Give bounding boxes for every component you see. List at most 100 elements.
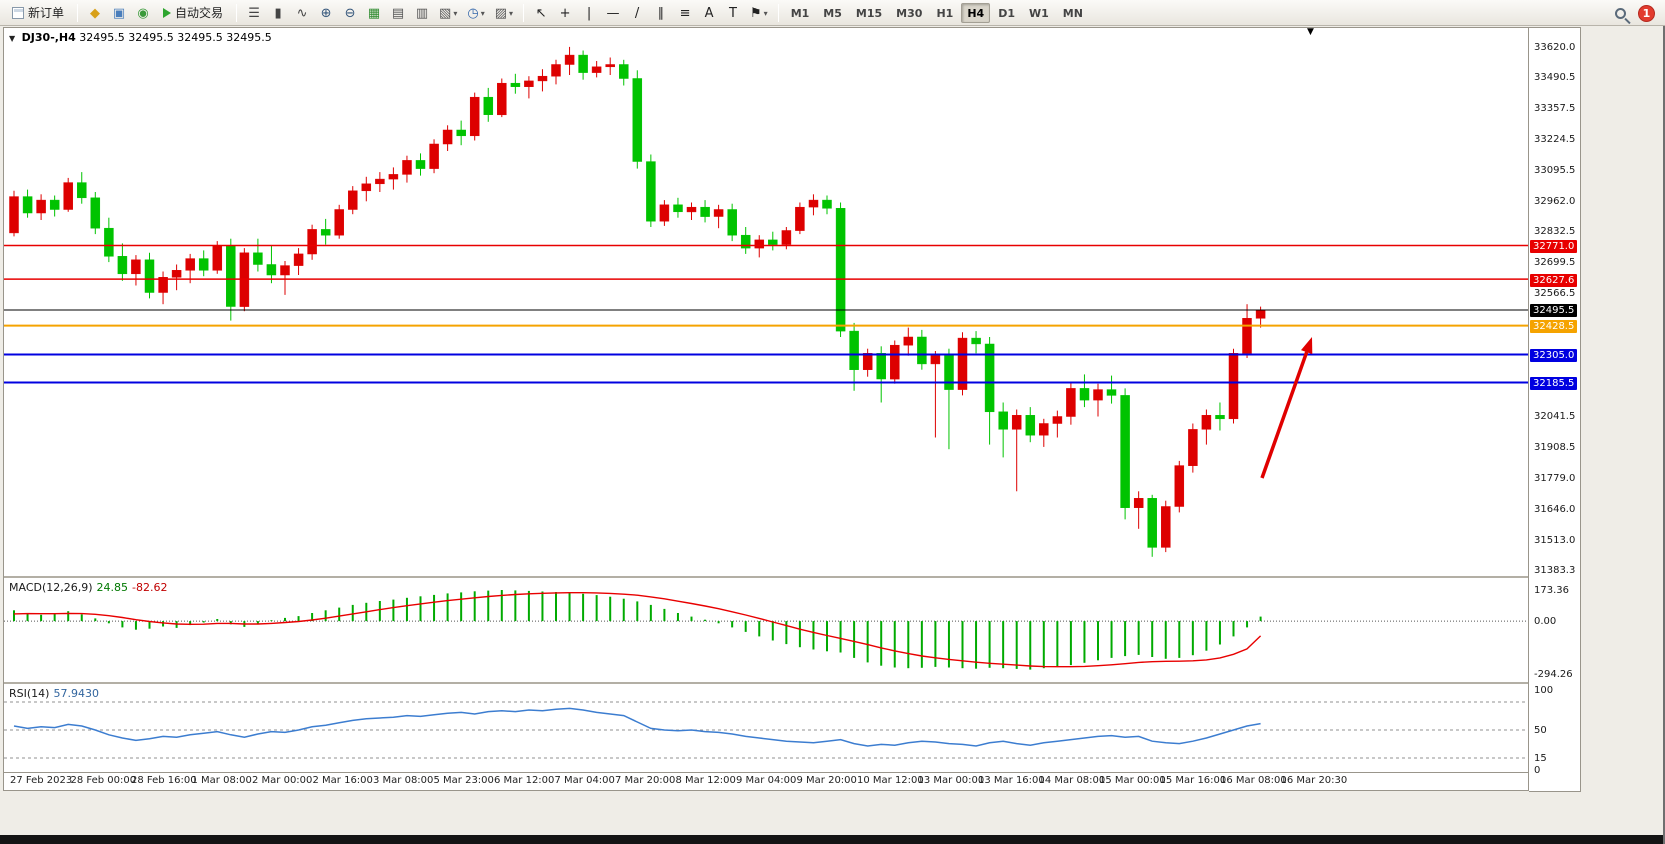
cursor-icon: ↖ <box>535 5 547 21</box>
period-clock-button[interactable]: ◷ ▾ <box>463 3 488 24</box>
macd-axis-label: 173.36 <box>1534 584 1569 596</box>
zoom-in-button[interactable]: ⊕ <box>315 3 337 24</box>
template-button[interactable]: ▨ ▾ <box>491 3 517 24</box>
tile-windows-button[interactable]: ▦ <box>363 3 385 24</box>
timeframe-button-h1[interactable]: H1 <box>930 3 959 23</box>
timeframe-button-w1[interactable]: W1 <box>1023 3 1055 23</box>
dropdown-arrow-icon: ▾ <box>453 8 458 18</box>
data-window-icon: ▣ <box>112 5 126 21</box>
rsi-panel[interactable]: RSI(14) 57.9430 <box>4 682 1528 772</box>
timeframe-button-m1[interactable]: M1 <box>785 3 816 23</box>
timeframe-button-mn[interactable]: MN <box>1057 3 1089 23</box>
horizontal-line-button[interactable]: — <box>602 3 624 24</box>
timeframe-button-d1[interactable]: D1 <box>992 3 1021 23</box>
time-axis-label: 2 Mar 16:00 <box>312 775 373 786</box>
time-axis[interactable]: 27 Feb 2023 28 Feb 00:00 28 Feb 16:00 1 Mar… <box>4 772 1528 790</box>
macd-signal-value: -82.62 <box>132 581 168 594</box>
candlesticks <box>9 46 1266 557</box>
crosshair-icon: + <box>559 5 571 21</box>
price-level-badge[interactable]: 32627.6 <box>1530 273 1578 287</box>
macd-histogram <box>13 590 1262 670</box>
market-watch-button[interactable]: ◆ <box>84 3 106 24</box>
trendline-button[interactable]: / <box>626 3 648 24</box>
bar-chart-button[interactable]: ☰ <box>243 3 265 24</box>
navigator-button[interactable]: ◉ <box>132 3 154 24</box>
price-level-badge[interactable]: 32495.5 <box>1530 304 1578 318</box>
price-axis-label: 31908.5 <box>1534 442 1576 454</box>
fibonacci-icon: ≡ <box>679 5 691 21</box>
text-icon: A <box>704 5 714 21</box>
rsi-line <box>13 707 1261 747</box>
rsi-axis-label: 100 <box>1534 685 1554 696</box>
zoom-out-icon: ⊖ <box>344 5 356 21</box>
shapes-button[interactable]: ⚑ ▾ <box>746 3 772 24</box>
fibonacci-button[interactable]: ≡ <box>674 3 696 24</box>
time-axis-label: 1 Mar 08:00 <box>191 775 252 786</box>
candlestick-chart-button[interactable]: ▮ <box>267 3 289 24</box>
macd-axis-label: 0.00 <box>1534 616 1557 628</box>
shapes-icon: ⚑ <box>750 5 762 21</box>
timeframe-button-h4[interactable]: H4 <box>961 3 991 24</box>
time-axis-label: 9 Mar 04:00 <box>736 775 797 786</box>
time-axis-label: 13 Mar 00:00 <box>917 775 985 786</box>
time-axis-label: 28 Feb 00:00 <box>70 775 137 786</box>
navigator-icon: ◉ <box>137 5 149 21</box>
timeframe-button-m15[interactable]: M15 <box>850 3 888 23</box>
arrange-windows-button[interactable]: ▤ <box>387 3 409 24</box>
price-axis[interactable]: 33620.0 33490.5 33357.5 33224.5 33095.5 32962… <box>1529 27 1581 792</box>
label-button[interactable]: T <box>722 3 744 24</box>
chart-collapse-icon[interactable]: ▼ <box>9 34 16 43</box>
cascade-windows-button[interactable]: ▥ <box>411 3 433 24</box>
main-toolbar: 新订单 ◆ ▣ ◉ 自动交易 ☰ ▮ ∿ ⊕ ⊖ ▦ ▤ ▥ ▧ ▾ ◷ ▾ ▨ ▾ ↖ + | — / ∥ ≡ A T ⚑ ▾ … <box>0 0 1665 26</box>
time-axis-label: 3 Mar 08:00 <box>373 775 434 786</box>
notification-badge[interactable]: 1 <box>1638 4 1655 22</box>
time-axis-label: 15 Mar 16:00 <box>1159 775 1227 786</box>
timeframe-button-m5[interactable]: M5 <box>817 3 848 23</box>
rsi-value: 57.9430 <box>53 687 99 700</box>
new-order-button[interactable]: 新订单 <box>5 2 71 23</box>
main-chart-panel[interactable]: ▼ DJ30-,H4 32495.5 32495.5 32495.5 32495… <box>4 28 1528 576</box>
tile-windows-icon: ▦ <box>367 5 381 21</box>
autotrade-button[interactable]: 自动交易 <box>156 2 230 23</box>
chart-symbol-period: DJ30-,H4 <box>21 31 76 44</box>
text-button[interactable]: A <box>698 3 720 24</box>
autotrade-label: 自动交易 <box>175 6 224 20</box>
bottom-bar <box>0 835 1665 844</box>
vertical-line-button[interactable]: | <box>578 3 600 24</box>
price-axis-label: 31646.0 <box>1534 503 1576 515</box>
search-icon[interactable] <box>1615 7 1626 19</box>
zoom-out-button[interactable]: ⊖ <box>339 3 361 24</box>
chart-shift-marker[interactable]: ▼ <box>1307 27 1314 37</box>
timeframe-button-m30[interactable]: M30 <box>890 3 928 23</box>
cursor-button[interactable]: ↖ <box>530 3 552 24</box>
crosshair-button[interactable]: + <box>554 3 576 24</box>
label-icon: T <box>729 5 737 21</box>
toolbar-separator <box>523 3 525 22</box>
horizontal-line-icon: — <box>606 5 620 21</box>
line-chart-button[interactable]: ∿ <box>291 3 313 24</box>
data-window-button[interactable]: ▣ <box>108 3 130 24</box>
price-level-badge[interactable]: 32428.5 <box>1530 320 1578 334</box>
rsi-axis-label: 15 <box>1534 753 1547 764</box>
price-level-badge[interactable]: 32185.5 <box>1530 376 1578 390</box>
trend-arrow[interactable] <box>1260 351 1309 479</box>
arrange-windows-icon: ▤ <box>391 5 405 21</box>
play-icon <box>163 7 172 18</box>
time-axis-label: 5 Mar 23:00 <box>433 775 494 786</box>
new-chart-button[interactable]: ▧ ▾ <box>435 3 461 24</box>
price-axis-label: 31383.3 <box>1534 565 1576 577</box>
rsi-axis-label: 0 <box>1534 765 1541 776</box>
macd-panel[interactable]: MACD(12,26,9) 24.85 -82.62 <box>4 576 1528 682</box>
macd-name: MACD(12,26,9) <box>9 581 93 594</box>
price-axis-label: 33490.5 <box>1534 72 1576 84</box>
channel-button[interactable]: ∥ <box>650 3 672 24</box>
price-axis-label: 33357.5 <box>1534 103 1576 115</box>
dropdown-arrow-icon: ▾ <box>763 8 768 18</box>
price-level-badge[interactable]: 32305.0 <box>1530 349 1578 362</box>
bar-chart-icon: ☰ <box>248 5 260 21</box>
zoom-in-icon: ⊕ <box>320 5 332 21</box>
price-level-badge[interactable]: 32771.0 <box>1530 240 1578 254</box>
macd-signal-line <box>13 591 1262 668</box>
trendline-icon: / <box>634 5 640 21</box>
toolbar-separator <box>77 3 79 22</box>
